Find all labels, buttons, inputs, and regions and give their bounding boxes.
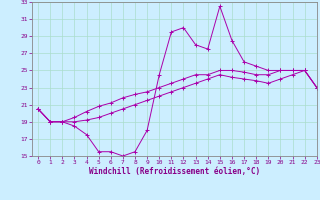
X-axis label: Windchill (Refroidissement éolien,°C): Windchill (Refroidissement éolien,°C): [89, 167, 260, 176]
